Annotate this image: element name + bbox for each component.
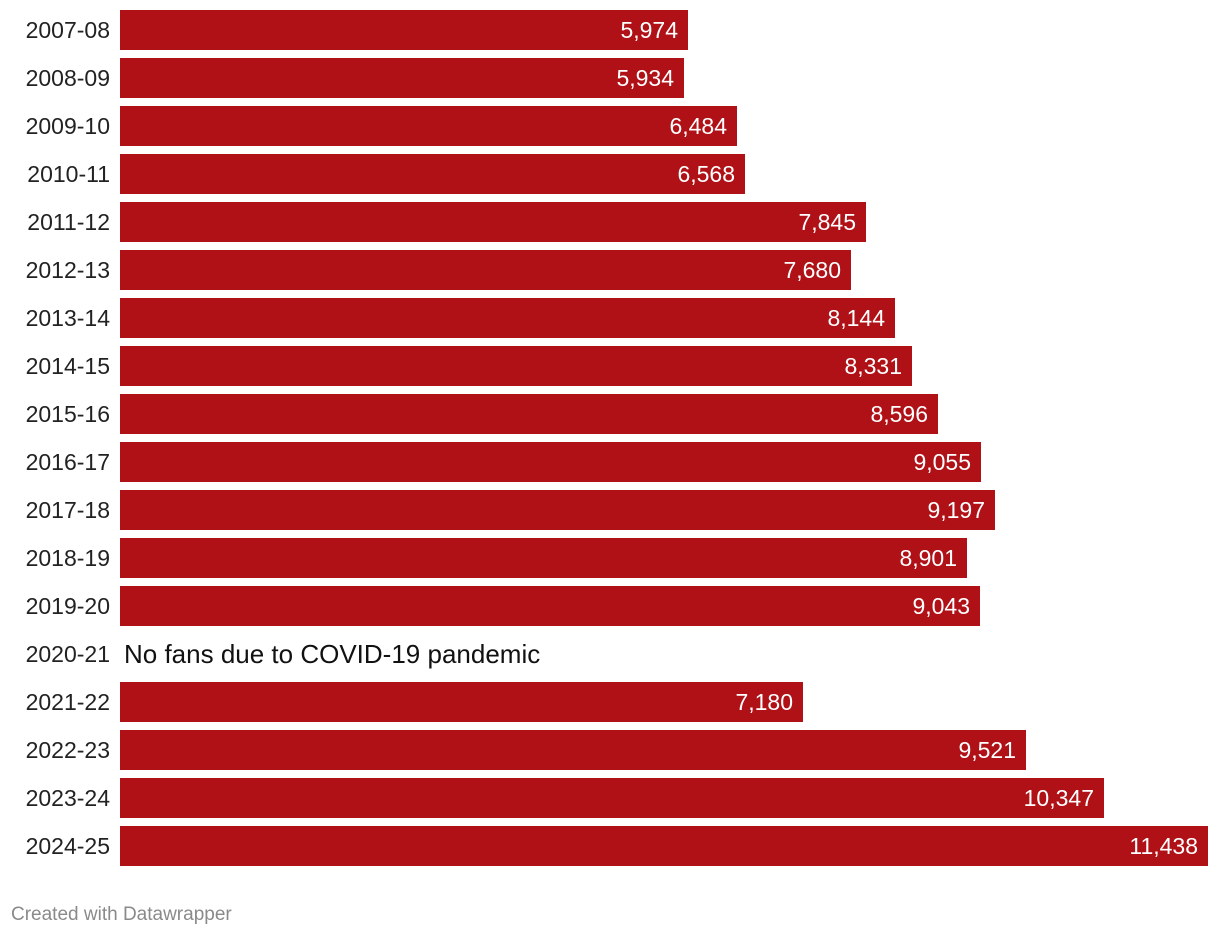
category-label: 2024-25 <box>25 833 110 859</box>
bar-row-2019-20: 2019-20 9,043 <box>0 586 1220 626</box>
bar <box>120 826 1208 866</box>
value-label: 8,901 <box>899 545 957 571</box>
category-label: 2010-11 <box>27 161 110 187</box>
bar-row-2013-14: 2013-14 8,144 <box>0 298 1220 338</box>
category-label: 2017-18 <box>25 497 110 523</box>
bar <box>120 202 866 242</box>
bar-row-2017-18: 2017-18 9,197 <box>0 490 1220 530</box>
category-label: 2009-10 <box>25 113 110 139</box>
bar-row-2016-17: 2016-17 9,055 <box>0 442 1220 482</box>
value-label: 7,180 <box>735 689 793 715</box>
category-label: 2012-13 <box>25 257 110 283</box>
value-label: 7,680 <box>783 257 841 283</box>
bar-row-2024-25: 2024-25 11,438 <box>0 826 1220 866</box>
category-label: 2018-19 <box>25 545 110 571</box>
bar-row-2012-13: 2012-13 7,680 <box>0 250 1220 290</box>
value-label: 8,331 <box>844 353 902 379</box>
category-label: 2011-12 <box>27 209 110 235</box>
value-label: 5,974 <box>620 17 678 43</box>
bar-row-2021-22: 2021-22 7,180 <box>0 682 1220 722</box>
bar <box>120 394 938 434</box>
covid-annotation: No fans due to COVID-19 pandemic <box>124 639 541 669</box>
bar <box>120 442 981 482</box>
value-label: 7,845 <box>798 209 856 235</box>
value-label: 9,055 <box>913 449 971 475</box>
datawrapper-credit: Created with Datawrapper <box>11 904 232 925</box>
value-label: 9,521 <box>958 737 1016 763</box>
bar <box>120 730 1026 770</box>
bar <box>120 10 688 50</box>
category-label: 2021-22 <box>25 689 110 715</box>
value-label: 9,043 <box>912 593 970 619</box>
category-label: 2022-23 <box>25 737 110 763</box>
category-label: 2007-08 <box>25 17 110 43</box>
bar <box>120 154 745 194</box>
bar-row-2022-23: 2022-23 9,521 <box>0 730 1220 770</box>
bar <box>120 778 1104 818</box>
bar <box>120 298 895 338</box>
category-label: 2013-14 <box>25 305 110 331</box>
value-label: 6,568 <box>677 161 735 187</box>
value-label: 10,347 <box>1023 785 1094 811</box>
bar <box>120 58 684 98</box>
bar <box>120 490 995 530</box>
bar-row-2009-10: 2009-10 6,484 <box>0 106 1220 146</box>
value-label: 11,438 <box>1129 833 1198 859</box>
bar-row-2007-08: 2007-08 5,974 <box>0 10 1220 50</box>
bar-row-2014-15: 2014-15 8,331 <box>0 346 1220 386</box>
category-label: 2019-20 <box>25 593 110 619</box>
bar <box>120 586 980 626</box>
value-label: 6,484 <box>669 113 727 139</box>
bar <box>120 346 912 386</box>
category-label: 2015-16 <box>25 401 110 427</box>
bar <box>120 250 851 290</box>
bar-row-2020-21: 2020-21 No fans due to COVID-19 pandemic <box>0 634 1220 674</box>
bar-row-2011-12: 2011-12 7,845 <box>0 202 1220 242</box>
category-label: 2023-24 <box>25 785 110 811</box>
bar-row-2018-19: 2018-19 8,901 <box>0 538 1220 578</box>
value-label: 8,596 <box>870 401 928 427</box>
bar-row-2008-09: 2008-09 5,934 <box>0 58 1220 98</box>
category-label: 2008-09 <box>25 65 110 91</box>
bar <box>120 106 737 146</box>
bar-row-2023-24: 2023-24 10,347 <box>0 778 1220 818</box>
category-label: 2020-21 <box>25 641 110 667</box>
value-label: 5,934 <box>616 65 674 91</box>
bar <box>120 538 967 578</box>
bar-chart: 2007-08 5,974 2008-09 5,934 2009-10 6,484 2010… <box>0 10 1220 866</box>
value-label: 9,197 <box>927 497 985 523</box>
value-label: 8,144 <box>827 305 885 331</box>
category-label: 2016-17 <box>25 449 110 475</box>
bar-row-2010-11: 2010-11 6,568 <box>0 154 1220 194</box>
bar-row-2015-16: 2015-16 8,596 <box>0 394 1220 434</box>
bar <box>120 682 803 722</box>
category-label: 2014-15 <box>25 353 110 379</box>
